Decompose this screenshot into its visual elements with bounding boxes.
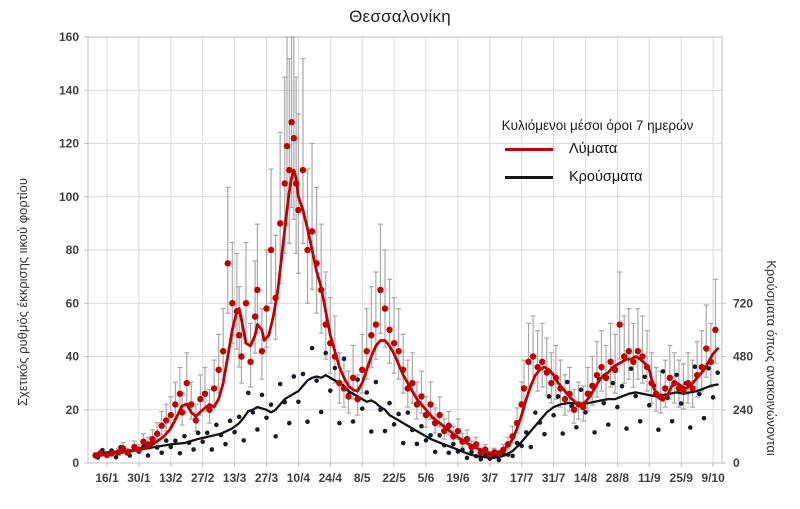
x-tick-label: 14/8 [574,471,598,485]
x-tick-label: 11/9 [638,471,661,485]
x-tick-label: 17/7 [510,471,534,485]
tick-marks [84,36,726,467]
x-tick-label: 25/9 [670,471,694,485]
x-tick-label: 24/4 [319,471,343,485]
legend: Κυλιόμενοι μέσοι όροι 7 ημερών Λύματα Κρ… [460,118,735,197]
cases-average-line [94,373,719,459]
x-tick-label: 22/5 [382,471,406,485]
y-left-axis-title: Σχετικός ρυθμός έκκρισης ιικού φορτίου [15,178,30,406]
y-right-tick-label: 0 [733,456,740,470]
y-left-tick-label: 100 [59,190,79,204]
y-right-tick-label: 720 [733,296,753,310]
x-tick-label: 28/8 [606,471,630,485]
legend-label: Λύματα [569,141,618,157]
gridlines [88,36,722,463]
x-tick-label: 27/2 [191,471,215,485]
x-tick-label: 27/3 [255,471,279,485]
legend-item-cases: Κρούσματα [505,169,735,185]
y-right-tick-label: 240 [733,403,753,417]
x-tick-label: 13/2 [159,471,183,485]
y-left-tick-label: 120 [59,137,79,151]
x-tick-label: 19/6 [446,471,470,485]
x-tick-label: 8/5 [354,471,371,485]
x-tick-label: 31/7 [542,471,566,485]
case-dots [95,345,720,463]
y-left-tick-label: 40 [66,350,80,364]
cases-line-swatch [505,175,553,179]
y-right-tick-label: 480 [733,350,753,364]
chart-title: Θεσσαλονίκη [349,7,451,26]
y-left-tick-label: 80 [66,243,80,257]
x-tick-label: 16/1 [95,471,119,485]
legend-title: Κυλιόμενοι μέσοι όροι 7 ημερών [501,118,694,133]
tick-labels: 0 20 40 60 80 100 120 140 160 0 240 480 720 16/1 30/1 1… [59,30,753,485]
y-left-tick-label: 0 [72,456,79,470]
wastewater-dots [92,119,719,459]
y-left-tick-label: 60 [66,296,80,310]
x-tick-label: 30/1 [127,471,151,485]
x-tick-label: 3/7 [481,471,498,485]
legend-item-wastewater: Λύματα [505,141,735,157]
x-tick-label: 9/10 [701,471,725,485]
y-left-tick-label: 140 [59,83,79,97]
y-left-tick-label: 20 [66,403,80,417]
x-tick-label: 10/4 [287,471,311,485]
y-left-tick-label: 160 [59,30,79,44]
x-tick-label: 5/6 [418,471,435,485]
wastewater-line-swatch [505,147,553,151]
x-tick-label: 13/3 [223,471,247,485]
legend-label: Κρούσματα [569,169,643,185]
y-right-axis-title: Κρούσματα όπως ανακοινώνονται [764,260,779,456]
